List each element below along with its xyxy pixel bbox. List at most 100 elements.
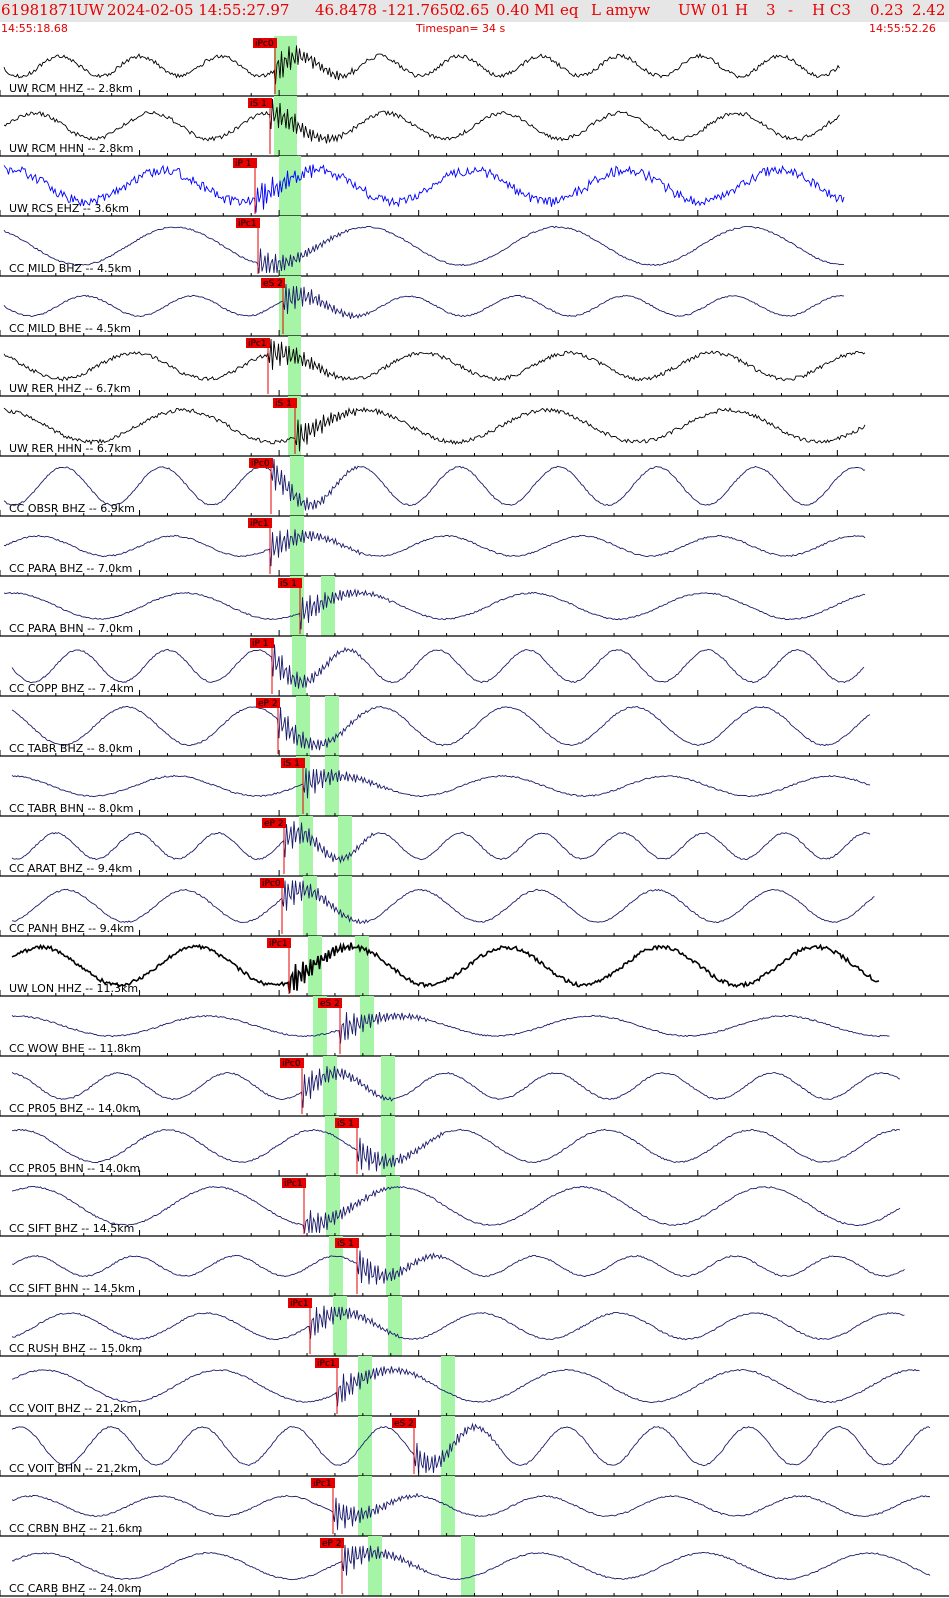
channel-row[interactable]: eP 2 CC CARB BHZ -- 24.0km [0, 1536, 949, 1597]
event-summary-bar: 61981871 UW 2024-02-05 14:55:27.97 46.84… [0, 0, 949, 22]
channel-row[interactable]: iP 1 CC COPP BHZ -- 7.4km [0, 636, 949, 697]
pick-label: eS 2 [394, 1419, 414, 1429]
pick-label: iPc0 [262, 879, 281, 889]
channel-row[interactable]: iPc0 CC PR05 BHZ -- 14.0km [0, 1056, 949, 1117]
channel-row[interactable]: iPc1 CC RUSH BHZ -- 15.0km [0, 1296, 949, 1357]
pick-flag[interactable] [250, 638, 274, 648]
channel-row[interactable]: iPc1 CC PARA BHZ -- 7.0km [0, 516, 949, 577]
channel-row[interactable]: iPc1 CC CRBN BHZ -- 21.6km [0, 1476, 949, 1537]
pick-flag[interactable] [236, 218, 260, 228]
waveform [11, 880, 875, 925]
dash: - [788, 1, 794, 19]
pick-flag[interactable] [288, 1298, 312, 1308]
pick-label: iS 1 [275, 399, 292, 409]
channel-row[interactable]: iPc0 UW RCM HHZ -- 2.8km [0, 36, 949, 97]
channel-label: CC MILD BHE -- 4.5km [9, 322, 131, 335]
p-window [358, 1416, 372, 1476]
pick-flag[interactable] [253, 38, 277, 48]
channel-row[interactable]: iS 1 CC SIFT BHN -- 14.5km [0, 1236, 949, 1297]
event-type: eq [560, 1, 579, 19]
pick-label: eP 2 [264, 819, 284, 829]
waveform [3, 458, 866, 511]
channel-row[interactable]: eP 2 CC ARAT BHZ -- 9.4km [0, 816, 949, 877]
channel-row[interactable]: iS 1 CC TABR BHN -- 8.0km [0, 756, 949, 817]
channel-label: UW RER HHN -- 6.7km [9, 442, 131, 455]
waveform [3, 164, 845, 213]
pick-label: eP 2 [322, 1539, 342, 1549]
pick-flag[interactable] [392, 1418, 416, 1428]
pick-flag[interactable] [267, 938, 291, 948]
s-window [338, 876, 352, 936]
channel-row[interactable]: iPc1 UW LON HHZ -- 11.3km [0, 936, 949, 997]
pick-flag[interactable] [262, 818, 286, 828]
pick-flag[interactable] [261, 278, 285, 288]
channel-row[interactable]: iPc1 CC SIFT BHZ -- 14.5km [0, 1176, 949, 1237]
s-window [381, 1116, 395, 1176]
channel-row[interactable]: iPc1 CC VOIT BHZ -- 21.2km [0, 1356, 949, 1417]
s-window [338, 816, 352, 876]
magnitude: 0.40 Ml [496, 1, 555, 19]
network: UW [76, 1, 105, 19]
event-id: 61981871 [1, 1, 78, 19]
pick-flag[interactable] [278, 578, 302, 588]
channel-row[interactable]: iS 1 CC PARA BHN -- 7.0km [0, 576, 949, 637]
pick-flag[interactable] [335, 1118, 359, 1128]
channel-row[interactable]: iS 1 CC PR05 BHN -- 14.0km [0, 1116, 949, 1177]
pick-flag[interactable] [282, 1178, 306, 1188]
pick-flag[interactable] [248, 98, 272, 108]
pick-flag[interactable] [249, 458, 273, 468]
pick-flag[interactable] [318, 998, 342, 1008]
pick-flag[interactable] [256, 698, 280, 708]
channel-row[interactable]: iPc1 UW RER HHZ -- 6.7km [0, 336, 949, 397]
channel-label: CC COPP BHZ -- 7.4km [9, 682, 134, 695]
s-window [386, 1176, 400, 1236]
waveform [3, 588, 866, 630]
waveform [11, 1250, 905, 1285]
channel-row[interactable]: iP 1 UW RCS EHZ -- 3.6km [0, 156, 949, 217]
pick-flag[interactable] [233, 158, 257, 168]
p-window [326, 1176, 340, 1236]
channel-label: UW RCS EHZ -- 3.6km [9, 202, 129, 215]
channel-row[interactable]: iPc0 CC OBSR BHZ -- 6.9km [0, 456, 949, 517]
pick-flag[interactable] [311, 1478, 335, 1488]
channel-label: CC PR05 BHZ -- 14.0km [9, 1102, 140, 1115]
channel-row[interactable]: eS 2 CC WOW BHE -- 11.8km [0, 996, 949, 1057]
channel-row[interactable]: eP 2 CC TABR BHZ -- 8.0km [0, 696, 949, 757]
erh: 2.42 [912, 1, 946, 19]
channel-row[interactable]: iS 1 UW RCM HHN -- 2.8km [0, 96, 949, 157]
depth: 2.65 [456, 1, 490, 19]
pick-label: iPc0 [255, 39, 274, 49]
pick-label: iPc1 [317, 1359, 336, 1369]
s-window [461, 1536, 475, 1596]
p-window [358, 1476, 372, 1536]
channel-row[interactable]: eS 2 CC MILD BHE -- 4.5km [0, 276, 949, 337]
pick-label: iPc1 [248, 339, 267, 349]
channel-row[interactable]: iS 1 UW RER HHN -- 6.7km [0, 396, 949, 457]
pick-flag[interactable] [335, 1238, 359, 1248]
pick-flag[interactable] [273, 398, 297, 408]
pick-flag[interactable] [248, 518, 272, 528]
channel-row[interactable]: eS 2 CC VOIT BHN -- 21.2km [0, 1416, 949, 1477]
channel-row[interactable]: iPc1 CC MILD BHZ -- 4.5km [0, 216, 949, 277]
channel-label: UW RCM HHN -- 2.8km [9, 142, 133, 155]
p-window [323, 1056, 337, 1116]
flags: L amyw [591, 1, 651, 19]
pick-flag[interactable] [281, 758, 305, 768]
pick-flag[interactable] [246, 338, 270, 348]
channel-label: CC PR05 BHN -- 14.0km [9, 1162, 140, 1175]
pick-flag[interactable] [320, 1538, 344, 1548]
pick-label: iPc0 [251, 459, 270, 469]
waveform [11, 821, 871, 864]
s-window [388, 1296, 402, 1356]
pick-flag[interactable] [315, 1358, 339, 1368]
pick-label: iPc1 [269, 939, 288, 949]
s-window [325, 756, 339, 816]
pick-label: iPc1 [290, 1299, 309, 1309]
pick-flag[interactable] [280, 1058, 304, 1068]
pick-label: iPc1 [250, 519, 269, 529]
channel-row[interactable]: iPc0 CC PANH BHZ -- 9.4km [0, 876, 949, 937]
pick-flag[interactable] [260, 878, 284, 888]
quality: H [735, 1, 749, 19]
waveform [3, 98, 840, 144]
